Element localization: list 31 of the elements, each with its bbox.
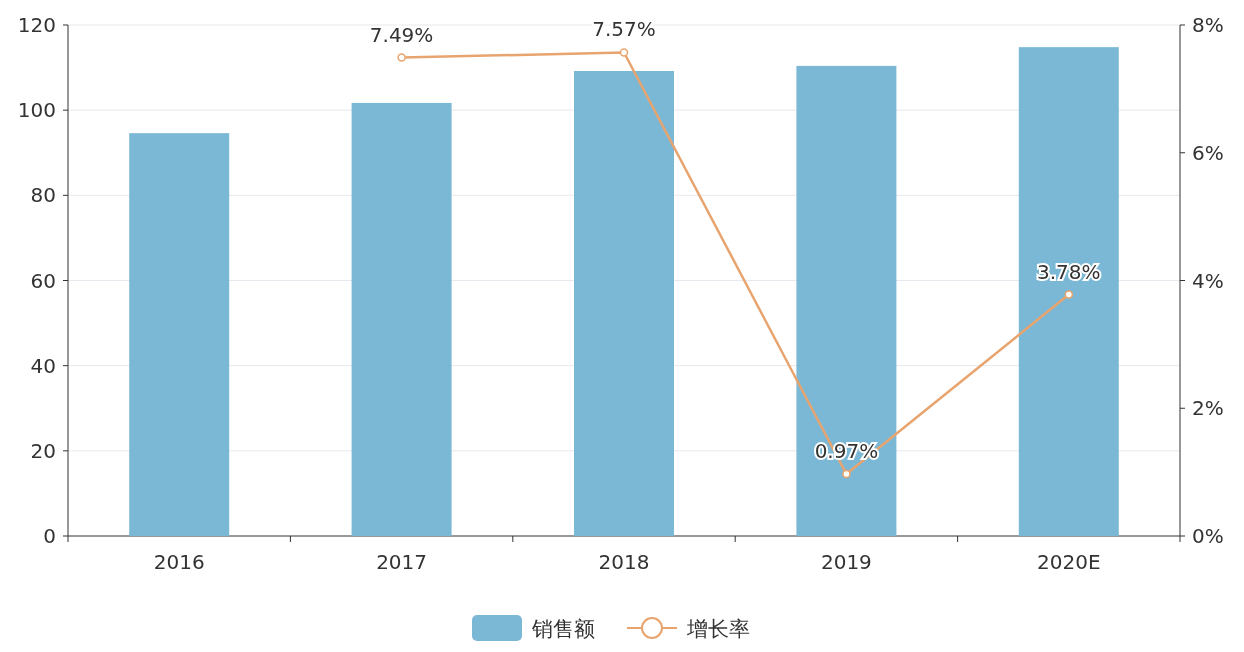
bar <box>1018 47 1119 536</box>
x-tick-label: 2019 <box>820 550 872 574</box>
y-tick-label: 120 <box>17 13 56 37</box>
y-tick-label: 20 <box>30 438 56 463</box>
point <box>1064 290 1074 299</box>
y2-tick-label: 6% <box>1192 140 1224 165</box>
y2-tick-label: 8% <box>1192 13 1224 37</box>
y-tick-label: 0 <box>43 524 56 548</box>
y-tick-label: 80 <box>30 183 56 208</box>
x-tick-label: 2018 <box>598 550 650 574</box>
point <box>619 48 629 57</box>
y2-tick-label: 2% <box>1192 396 1224 421</box>
bar <box>351 102 452 536</box>
data-label: 3.78% <box>1037 259 1101 284</box>
y-tick-label: 40 <box>30 353 56 378</box>
data-label: 7.49% <box>369 22 434 47</box>
legend-label: 增长率 <box>686 617 750 641</box>
legend-label: 销售额 <box>531 617 595 641</box>
y-tick-label: 100 <box>17 98 56 123</box>
y2-tick-label: 0% <box>1192 524 1224 548</box>
bar <box>129 133 230 536</box>
x-tick-label: 2016 <box>153 550 205 574</box>
y-tick-label: 60 <box>30 268 56 293</box>
bar <box>574 70 674 536</box>
x-tick-label: 2020E <box>1037 550 1101 574</box>
x-tick-label: 2017 <box>376 550 428 574</box>
y2-tick-label: 4% <box>1192 268 1224 293</box>
point <box>397 53 406 62</box>
bar <box>796 65 897 536</box>
point <box>842 469 851 479</box>
data-label: 7.57% <box>592 17 656 42</box>
